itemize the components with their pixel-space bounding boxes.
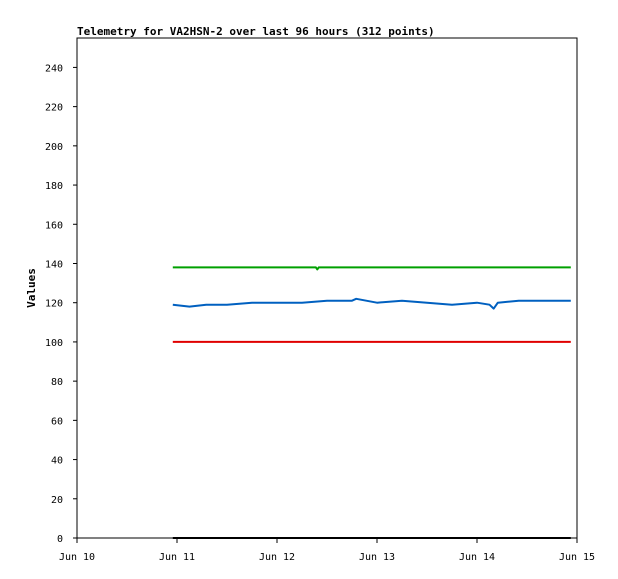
plot-frame [76,37,578,539]
y-tick-label: 100 [45,338,63,349]
y-tick-label: 180 [45,181,63,192]
y-tick-label: 80 [51,377,63,388]
x-tick-label: Jun 12 [259,552,295,563]
y-tick-label: 0 [57,534,63,545]
y-axis-ticks: 0 20 40 60 80 100 120 140 160 180 200 220 240 [45,63,77,545]
y-tick-label: 220 [45,103,63,114]
y-tick-label: 120 [45,299,63,310]
y-tick-label: 60 [51,416,63,427]
series-line-1 [172,297,571,310]
x-tick-label: Jun 14 [459,552,495,563]
y-tick-label: 20 [51,495,63,506]
y-tick-label: 200 [45,142,63,153]
series-line-0 [172,266,571,271]
y-tick-label: 40 [51,456,63,467]
x-axis-ticks: Jun 10 Jun 11 Jun 12 Jun 13 Jun 14 Jun 15 [59,538,595,563]
x-tick-label: Jun 10 [59,552,95,563]
x-tick-label: Jun 11 [159,552,195,563]
data-series [172,266,571,539]
chart-title: Telemetry for VA2HSN-2 over last 96 hour… [77,25,435,38]
y-tick-label: 160 [45,220,63,231]
y-tick-label: 140 [45,259,63,270]
x-tick-label: Jun 13 [359,552,395,563]
y-axis-label: Values [25,268,38,308]
x-tick-label: Jun 15 [559,552,595,563]
y-tick-label: 240 [45,63,63,74]
